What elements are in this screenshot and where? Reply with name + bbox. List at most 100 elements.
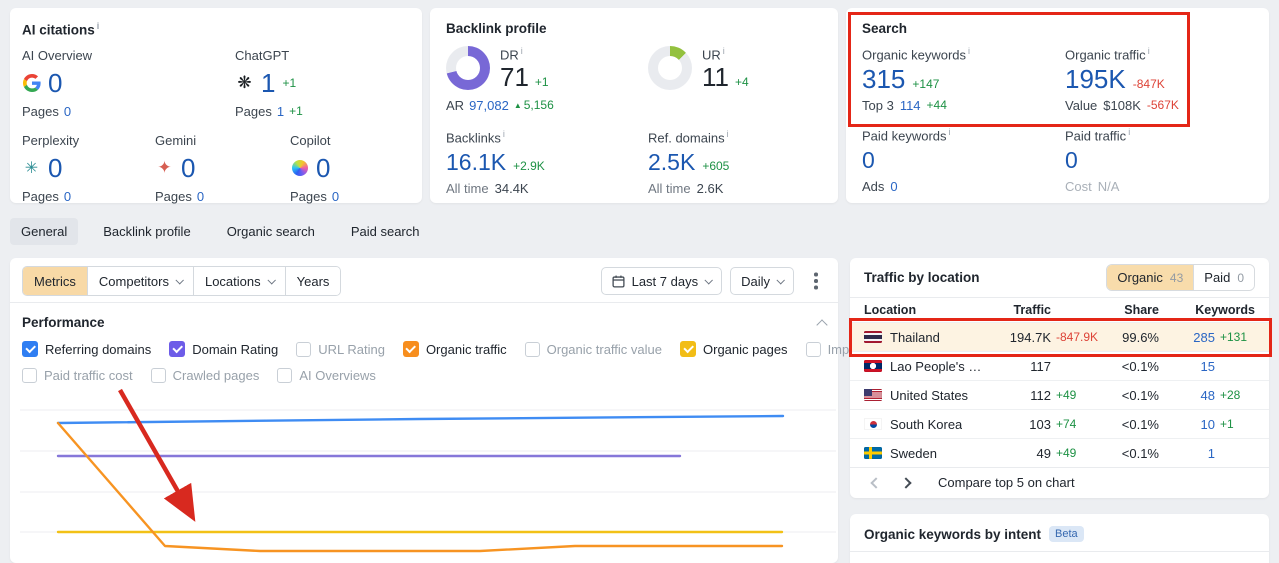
ref-domains-value[interactable]: 2.5K [648, 148, 696, 175]
ai-metric-change: +1 [282, 75, 297, 90]
column-share[interactable]: Share [1124, 303, 1159, 317]
perplexity-icon [22, 158, 41, 177]
backlink-profile-title: Backlink profile [446, 21, 547, 36]
location-row-united-states[interactable]: United States 112 +49 <0.1% 48 +28 [850, 380, 1269, 409]
keywords-change [1215, 359, 1255, 374]
paid-traffic-value[interactable]: 0 [1065, 146, 1078, 173]
location-row-thailand[interactable]: Thailand 194.7K -847.9K 99.6% 285 +131 [850, 322, 1269, 351]
tab-paid-search[interactable]: Paid search [350, 224, 420, 239]
info-icon[interactable] [521, 46, 523, 56]
info-icon[interactable] [1128, 127, 1130, 137]
checkbox-paid-traffic-cost[interactable]: Paid traffic cost [22, 368, 133, 383]
checkbox-ai-overviews[interactable]: AI Overviews [277, 368, 376, 383]
keywords-value[interactable]: 1 [1207, 445, 1215, 461]
metrics-button[interactable]: Metrics [23, 267, 87, 295]
organic-traffic-value[interactable]: 195K [1065, 64, 1126, 95]
kebab-menu-icon[interactable] [806, 267, 826, 295]
checkbox-crawled-pages[interactable]: Crawled pages [150, 368, 259, 383]
pages-label: Pages [22, 188, 59, 204]
column-location[interactable]: Location [864, 303, 917, 317]
checked-checkbox-icon [402, 341, 419, 357]
tab-general[interactable]: General [10, 218, 79, 245]
info-icon[interactable] [968, 46, 970, 56]
ai-metric-value[interactable]: 1 [261, 67, 276, 98]
ar-change: 5,156 [514, 98, 554, 113]
backlinks-value[interactable]: 16.1K [446, 148, 507, 175]
share-value: 99.6% [1122, 329, 1159, 345]
location-row-sweden[interactable]: Sweden 49 +49 <0.1% 1 [850, 438, 1269, 467]
keywords-value[interactable]: 48 [1200, 387, 1215, 403]
top3-value[interactable]: 114 [899, 98, 921, 114]
pages-label: Pages [235, 103, 272, 119]
location-row-south-korea[interactable]: South Korea 103 +74 <0.1% 10 +1 [850, 409, 1269, 438]
granularity-dropdown[interactable]: Daily [730, 267, 794, 295]
openai-icon [235, 73, 254, 92]
next-page-icon[interactable] [900, 476, 912, 489]
ar-value[interactable]: 97,082 [469, 98, 509, 114]
pages-label: Pages [22, 103, 59, 119]
column-keywords[interactable]: Keywords [1195, 303, 1255, 317]
paid-keywords-value[interactable]: 0 [862, 146, 875, 173]
info-icon[interactable] [727, 129, 729, 139]
info-icon[interactable] [949, 127, 951, 137]
alltime-label: All time [648, 180, 691, 196]
info-icon[interactable] [723, 46, 725, 56]
ai-metric-value[interactable]: 0 [316, 152, 331, 183]
info-icon[interactable] [1148, 46, 1150, 56]
prev-page-icon[interactable] [870, 476, 882, 489]
organic-keywords-value[interactable]: 315 [862, 64, 906, 95]
compare-top5-link[interactable]: Compare top 5 on chart [938, 475, 1075, 490]
locations-dropdown[interactable]: Locations [192, 267, 285, 295]
tab-organic-search[interactable]: Organic search [226, 224, 315, 239]
keywords-value[interactable]: 15 [1200, 358, 1215, 374]
ai-citations-title: AI citations [22, 21, 410, 38]
pages-value[interactable]: 0 [63, 188, 72, 204]
checkbox-organic-pages[interactable]: Organic pages [680, 341, 788, 357]
performance-title: Performance [22, 315, 105, 330]
checkbox-organic-traffic-value[interactable]: Organic traffic value [524, 341, 662, 357]
traffic-value: 49 [1036, 445, 1051, 461]
ur-value: 11 [702, 62, 729, 93]
toggle-paid[interactable]: Paid 0 [1193, 265, 1254, 290]
date-range-dropdown[interactable]: Last 7 days [600, 267, 723, 295]
checkbox-referring-domains[interactable]: Referring domains [22, 341, 151, 357]
years-button[interactable]: Years [284, 267, 341, 295]
checkbox-domain-rating[interactable]: Domain Rating [169, 341, 278, 357]
chevron-down-icon [267, 276, 276, 285]
share-value: <0.1% [1121, 387, 1159, 403]
ai-metric-value[interactable]: 0 [48, 152, 63, 183]
toggle-organic[interactable]: Organic 43 [1107, 265, 1194, 290]
ai-metric-value[interactable]: 0 [181, 152, 196, 183]
keywords-value[interactable]: 285 [1193, 329, 1215, 345]
traffic-change: +49 [1056, 445, 1077, 460]
overview-tabs: General Backlink profile Organic search … [10, 218, 431, 245]
ads-value[interactable]: 0 [890, 178, 898, 194]
checkbox-label: URL Rating [318, 341, 385, 357]
keywords-value[interactable]: 10 [1200, 416, 1215, 432]
unchecked-checkbox-icon [22, 368, 37, 383]
location-table-body: Thailand 194.7K -847.9K 99.6% 285 +131 Lao Peo… [850, 322, 1269, 467]
checkbox-url-rating[interactable]: URL Rating [296, 341, 385, 357]
pages-value[interactable]: 1 [276, 103, 285, 119]
ai-metric-value[interactable]: 0 [48, 67, 63, 98]
south-korea-flag-icon [864, 418, 882, 430]
info-icon[interactable] [503, 129, 505, 139]
pages-value[interactable]: 0 [63, 103, 72, 119]
ur-donut-chart [648, 46, 692, 91]
checkbox-label: Organic pages [703, 341, 788, 357]
checkbox-organic-traffic[interactable]: Organic traffic [402, 341, 507, 357]
column-traffic[interactable]: Traffic [1013, 303, 1051, 317]
pages-value[interactable]: 0 [331, 188, 340, 204]
info-icon[interactable] [97, 21, 100, 31]
location-row-lao-people-s-democratic-rep[interactable]: Lao People's Democratic Rep 117 <0.1% 15 [850, 351, 1269, 380]
collapse-chevron-icon[interactable] [816, 319, 828, 331]
united-states-flag-icon [864, 389, 882, 401]
competitors-dropdown[interactable]: Competitors [86, 267, 193, 295]
traffic-value: 112 [1030, 387, 1051, 403]
tab-backlink-profile[interactable]: Backlink profile [103, 224, 191, 239]
ur-change: +4 [735, 75, 749, 90]
pages-value[interactable]: 0 [196, 188, 205, 204]
dr-label: DR [500, 46, 549, 62]
